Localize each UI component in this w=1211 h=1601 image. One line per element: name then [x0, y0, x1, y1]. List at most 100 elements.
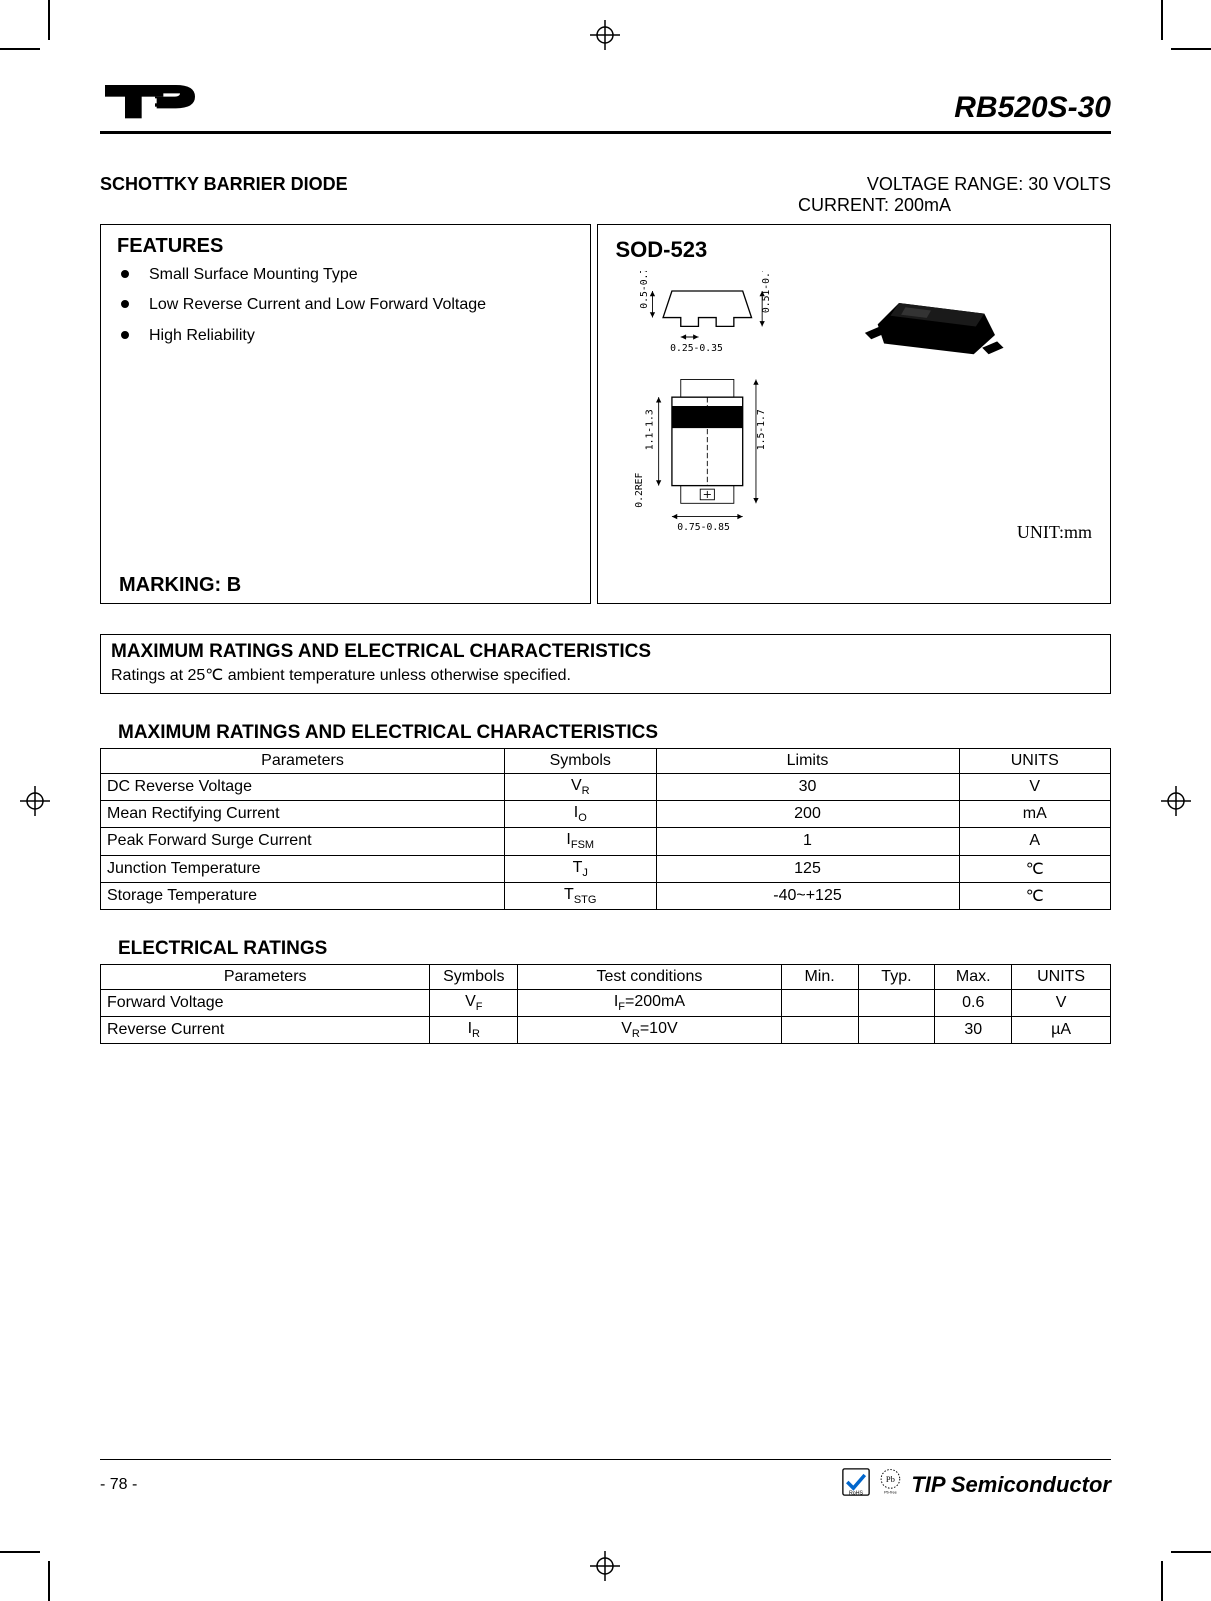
cell-symbol: IO: [505, 801, 657, 828]
feature-item: High Reliability: [121, 325, 582, 347]
registration-mark-icon: [590, 1551, 620, 1581]
cell-unit: ℃: [959, 855, 1111, 882]
marking-label: MARKING: B: [101, 574, 590, 603]
table-row: Peak Forward Surge CurrentIFSM1A: [101, 828, 1111, 855]
ratings-note-box: MAXIMUM RATINGS AND ELECTRICAL CHARACTER…: [100, 634, 1111, 694]
cell-min: [781, 1017, 858, 1044]
electrical-title: ELECTRICAL RATINGS: [118, 938, 1111, 960]
cell-limit: 200: [656, 801, 959, 828]
table-row: Junction TemperatureTJ125℃: [101, 855, 1111, 882]
dim-body-width: 0.75-0.85: [677, 522, 730, 533]
dim-body-height: 0.5-0.7: [639, 271, 650, 309]
cell-param: Mean Rectifying Current: [101, 801, 505, 828]
dim-overall-length: 1.5-1.7: [755, 409, 766, 450]
ratings-subtext: Ratings at 25℃ ambient temperature unles…: [111, 665, 1102, 685]
features-box: FEATURES Small Surface Mounting Type Low…: [100, 224, 591, 604]
current-spec: CURRENT: 200mA: [100, 195, 1111, 216]
crop-mark: [0, 1551, 40, 1553]
registration-mark-icon: [20, 786, 50, 816]
brand-name: TIP Semiconductor: [911, 1472, 1111, 1498]
col-min: Min.: [781, 964, 858, 989]
cell-symbol: TSTG: [505, 882, 657, 909]
package-box: SOD-523 0.5-0.7 0.51-0.77 0.25-0.35: [597, 224, 1112, 604]
registration-mark-icon: [1161, 786, 1191, 816]
cell-symbol: IFSM: [505, 828, 657, 855]
max-ratings-title: MAXIMUM RATINGS AND ELECTRICAL CHARACTER…: [118, 722, 1111, 744]
col-limits: Limits: [656, 749, 959, 774]
page-content: RB520S-30 SCHOTTKY BARRIER DIODE VOLTAGE…: [100, 80, 1111, 1481]
voltage-range: VOLTAGE RANGE: 30 VOLTS: [867, 174, 1111, 195]
crop-mark: [48, 0, 50, 40]
table-row: Forward VoltageVFIF=200mA 0.6V: [101, 989, 1111, 1016]
page-header: RB520S-30: [100, 80, 1111, 134]
crop-mark: [1161, 1561, 1163, 1601]
package-3d-icon: [856, 271, 1006, 367]
col-units: UNITS: [1012, 964, 1111, 989]
cell-param: Junction Temperature: [101, 855, 505, 882]
cell-limit: 30: [656, 774, 959, 801]
cell-param: Peak Forward Surge Current: [101, 828, 505, 855]
cell-param: Forward Voltage: [101, 989, 430, 1016]
dim-lead-ref: 0.2REF: [633, 472, 644, 507]
crop-mark: [48, 1561, 50, 1601]
table-row: DC Reverse VoltageVR30V: [101, 774, 1111, 801]
svg-text:RoHS: RoHS: [849, 1490, 864, 1496]
dim-overall-height: 0.51-0.77: [761, 271, 772, 313]
table-row: Storage TemperatureTSTG-40~+125℃: [101, 882, 1111, 909]
cell-symbol: VR: [505, 774, 657, 801]
cell-unit: A: [959, 828, 1111, 855]
cell-unit: V: [1012, 989, 1111, 1016]
pb-free-badge-icon: Pb Pb-free: [878, 1468, 903, 1501]
product-title: SCHOTTKY BARRIER DIODE: [100, 174, 348, 195]
svg-text:Pb: Pb: [886, 1474, 895, 1484]
cell-symbol: TJ: [505, 855, 657, 882]
crop-mark: [1171, 48, 1211, 50]
dim-body-length: 1.1-1.3: [644, 409, 655, 450]
ratings-heading: MAXIMUM RATINGS AND ELECTRICAL CHARACTER…: [111, 641, 1102, 663]
crop-mark: [1161, 0, 1163, 40]
feature-item: Low Reverse Current and Low Forward Volt…: [121, 294, 582, 316]
cell-symbol: IR: [430, 1017, 518, 1044]
part-number: RB520S-30: [954, 91, 1111, 125]
cell-param: DC Reverse Voltage: [101, 774, 505, 801]
col-parameters: Parameters: [101, 749, 505, 774]
package-name: SOD-523: [616, 237, 1099, 263]
registration-mark-icon: [590, 20, 620, 50]
cell-condition: IF=200mA: [518, 989, 781, 1016]
cell-limit: 125: [656, 855, 959, 882]
svg-text:Pb-free: Pb-free: [885, 1490, 898, 1495]
electrical-table: Parameters Symbols Test conditions Min. …: [100, 964, 1111, 1044]
cell-max: 0.6: [935, 989, 1012, 1016]
cell-min: [781, 989, 858, 1016]
cell-typ: [858, 1017, 935, 1044]
col-max: Max.: [935, 964, 1012, 989]
col-typ: Typ.: [858, 964, 935, 989]
table-row: Mean Rectifying CurrentIO200mA: [101, 801, 1111, 828]
crop-mark: [0, 48, 40, 50]
rohs-badge-icon: RoHS: [842, 1468, 870, 1501]
two-column-section: FEATURES Small Surface Mounting Type Low…: [100, 224, 1111, 604]
cell-param: Reverse Current: [101, 1017, 430, 1044]
col-symbols: Symbols: [505, 749, 657, 774]
cell-unit: mA: [959, 801, 1111, 828]
cell-param: Storage Temperature: [101, 882, 505, 909]
col-conditions: Test conditions: [518, 964, 781, 989]
crop-mark: [1171, 1551, 1211, 1553]
cell-condition: VR=10V: [518, 1017, 781, 1044]
cell-unit: ℃: [959, 882, 1111, 909]
features-heading: FEATURES: [117, 235, 582, 258]
table-row: Reverse CurrentIRVR=10V30µA: [101, 1017, 1111, 1044]
col-parameters: Parameters: [101, 964, 430, 989]
cell-limit: 1: [656, 828, 959, 855]
spec-summary: VOLTAGE RANGE: 30 VOLTS: [867, 174, 1111, 195]
cell-symbol: VF: [430, 989, 518, 1016]
cell-unit: V: [959, 774, 1111, 801]
dim-lead-width: 0.25-0.35: [670, 343, 723, 354]
page-number: - 78 -: [100, 1476, 137, 1494]
cell-limit: -40~+125: [656, 882, 959, 909]
unit-label: UNIT:mm: [1017, 522, 1092, 543]
cell-typ: [858, 989, 935, 1016]
col-units: UNITS: [959, 749, 1111, 774]
tp-logo-icon: [100, 80, 210, 125]
package-drawing: 0.5-0.7 0.51-0.77 0.25-0.35: [610, 271, 1099, 541]
